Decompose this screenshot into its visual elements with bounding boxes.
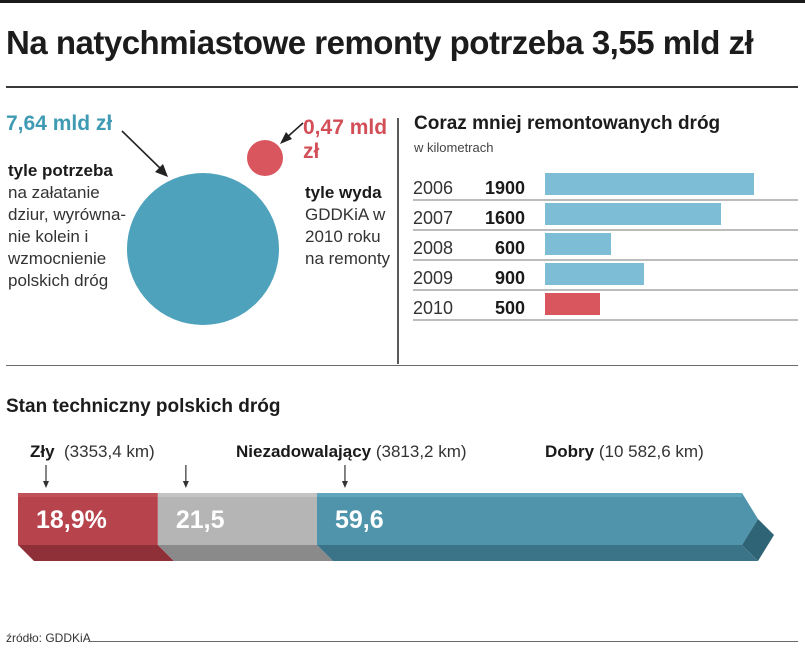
km-year-label: 2009	[413, 268, 453, 288]
spent-amount: 0,47 mld zł	[303, 116, 388, 163]
condition-segment-2	[157, 493, 317, 545]
condition-segment-depth	[316, 545, 758, 561]
km-year-label: 2010	[413, 298, 453, 318]
km-year-label: 2006	[413, 178, 453, 198]
page-title: Na natychmiastowe remonty potrzeba 3,55 …	[6, 24, 754, 61]
km-value-label: 500	[495, 298, 525, 318]
condition-pointer-head	[341, 481, 348, 488]
km-bar-2008	[545, 233, 611, 255]
condition-segment-1	[18, 493, 158, 545]
section-divider	[6, 365, 798, 366]
condition-value-label: 18,9%	[36, 506, 107, 534]
condition-pointer-head	[182, 481, 189, 488]
needed-label-text: na załatanie dziur, wyrówna-nie kolein i…	[8, 183, 127, 290]
spent-arrowhead	[280, 132, 292, 144]
condition-value-label: 21,5	[176, 506, 225, 534]
condition-label-poor-km: (3813,2 km)	[375, 442, 467, 461]
needed-label-bold: tyle potrzeba	[8, 161, 113, 180]
km-bar-chart: 2006 1900 2007 1600 2008 600 2009 900 2010 500	[413, 173, 798, 321]
km-bar-2009	[545, 263, 644, 285]
condition-stacked-bar: 18,9% 21,5 59,6	[18, 465, 774, 561]
top-rule	[0, 0, 805, 3]
condition-segment-highlight	[316, 493, 742, 497]
km-bar-2010	[545, 293, 600, 315]
condition-segment-highlight	[157, 493, 317, 497]
condition-label-poor-name: Niezadowalający	[236, 442, 372, 461]
condition-label-bad-name: Zły	[30, 442, 55, 461]
km-value-label: 1900	[485, 178, 525, 198]
condition-segment-highlight	[18, 493, 158, 497]
condition-label-good-km: (10 582,6 km)	[598, 442, 704, 461]
source-rule	[88, 641, 798, 642]
spent-label-bold: tyle wyda	[305, 183, 382, 202]
km-year-label: 2008	[413, 238, 453, 258]
km-value-label: 1600	[485, 208, 525, 228]
spent-bubble	[247, 140, 283, 176]
needed-amount: 7,64 mld zł	[6, 112, 113, 135]
needed-arrow	[121, 130, 165, 173]
condition-segment-3	[316, 493, 758, 545]
km-year-label: 2007	[413, 208, 453, 228]
condition-title: Stan techniczny polskich dróg	[6, 396, 281, 417]
spent-label-text: GDDKiA w 2010 roku na remonty	[305, 205, 391, 268]
condition-value-label: 59,6	[335, 506, 384, 534]
condition-bar-tip	[742, 519, 774, 561]
condition-label-good: Dobry (10 582,6 km)	[545, 442, 704, 462]
condition-label-bad: Zły (3353,4 km)	[30, 442, 155, 462]
condition-label-poor: Niezadowalający (3813,2 km)	[236, 442, 467, 462]
km-chart-title: Coraz mniej remontowanych dróg	[414, 113, 721, 134]
km-bar-2007	[545, 203, 721, 225]
needed-label: tyle potrzeba na załatanie dziur, wyrówn…	[8, 160, 138, 292]
km-chart-subtitle: w kilometrach	[414, 140, 494, 155]
panel-divider	[397, 118, 399, 364]
spent-label: tyle wyda GDDKiA w 2010 roku na remonty	[305, 182, 395, 270]
condition-pointer-head	[43, 481, 49, 488]
source-note: źródło: GDDKiA	[6, 631, 91, 645]
km-value-label: 600	[495, 238, 525, 258]
condition-segment-depth	[157, 545, 333, 561]
needed-arrowhead	[155, 164, 168, 177]
condition-label-bad-km: (3353,4 km)	[64, 442, 155, 461]
km-value-label: 900	[495, 268, 525, 288]
condition-label-good-name: Dobry	[545, 442, 595, 461]
km-bar-2006	[545, 173, 754, 195]
condition-segment-depth	[18, 545, 174, 561]
title-divider	[6, 86, 798, 88]
needed-bubble	[127, 173, 279, 325]
